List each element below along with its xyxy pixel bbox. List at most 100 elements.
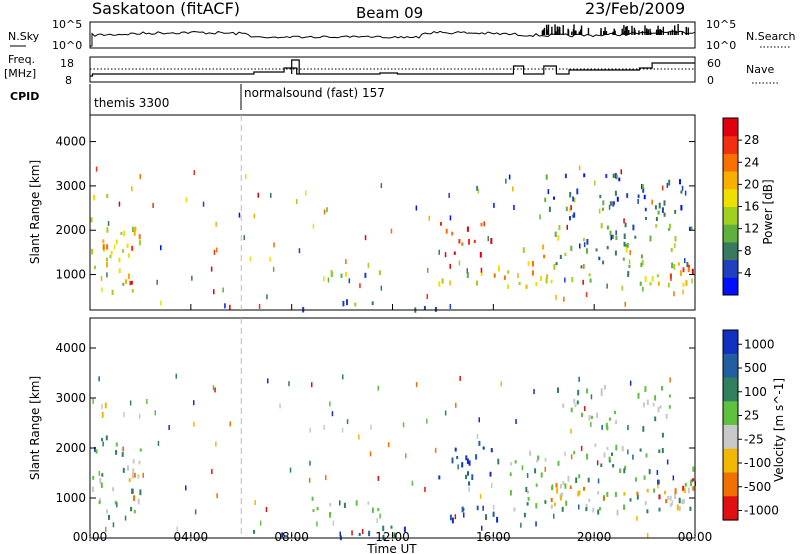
scatter-cell bbox=[105, 509, 108, 514]
colorbar-swatch bbox=[723, 118, 738, 137]
scatter-cell bbox=[657, 483, 659, 489]
scatter-cell bbox=[133, 472, 136, 478]
scatter-cell bbox=[222, 287, 224, 293]
scatter-cell bbox=[160, 245, 162, 251]
scatter-cell bbox=[594, 180, 596, 186]
scatter-cell bbox=[122, 446, 125, 452]
scatter-cell bbox=[583, 264, 585, 269]
colorbar-tick-label: 16 bbox=[744, 200, 759, 214]
scatter-cell bbox=[584, 406, 586, 412]
scatter-cell bbox=[123, 230, 126, 237]
scatter-cell bbox=[663, 200, 666, 206]
scatter-cell bbox=[601, 424, 603, 430]
scatter-cell bbox=[678, 506, 681, 511]
colorbar-tick-label: 12 bbox=[744, 222, 759, 236]
scatter-cell bbox=[634, 477, 637, 482]
scatter-cell bbox=[619, 468, 622, 474]
velocity-background bbox=[90, 318, 695, 538]
scatter-cell bbox=[368, 530, 371, 537]
scatter-cell bbox=[122, 467, 125, 473]
scatter-cell bbox=[644, 207, 647, 212]
scatter-cell bbox=[124, 515, 127, 521]
scatter-cell bbox=[671, 262, 674, 269]
scatter-cell bbox=[185, 485, 187, 491]
scatter-cell bbox=[553, 263, 556, 270]
scatter-cell bbox=[535, 483, 538, 487]
scatter-cell bbox=[637, 194, 640, 198]
scatter-cell bbox=[583, 173, 586, 178]
scatter-cell bbox=[526, 502, 529, 506]
colorbar-tick-label: 28 bbox=[744, 133, 759, 147]
scatter-cell bbox=[305, 190, 307, 196]
colorbar-swatch bbox=[723, 353, 738, 379]
x-tick-label: 08:00 bbox=[274, 530, 309, 544]
scatter-cell bbox=[211, 469, 213, 475]
scatter-cell bbox=[610, 235, 612, 241]
scatter-cell bbox=[573, 212, 576, 218]
scatter-cell bbox=[550, 497, 553, 503]
scatter-cell bbox=[540, 275, 542, 282]
x-tick-label: 04:00 bbox=[174, 530, 209, 544]
scatter-cell bbox=[640, 254, 643, 259]
scatter-cell bbox=[118, 201, 121, 207]
scatter-cell bbox=[466, 458, 469, 465]
scatter-cell bbox=[426, 418, 428, 424]
scatter-cell bbox=[678, 497, 681, 504]
scatter-cell bbox=[566, 224, 568, 230]
nave-label: Nave bbox=[746, 63, 774, 76]
freq-panel: Freq. [MHz] 18 8 60 0 Nave bbox=[4, 53, 778, 87]
scatter-cell bbox=[134, 226, 137, 232]
scatter-cell bbox=[132, 459, 135, 464]
scatter-cell bbox=[106, 262, 108, 268]
scatter-cell bbox=[193, 170, 195, 176]
scatter-cell bbox=[101, 404, 103, 409]
scatter-cell bbox=[623, 468, 626, 474]
scatter-cell bbox=[692, 466, 695, 472]
scatter-cell bbox=[608, 417, 611, 421]
scatter-cell bbox=[540, 472, 543, 478]
nsearch-label: N.Search bbox=[746, 30, 796, 43]
scatter-cell bbox=[605, 173, 608, 179]
scatter-cell bbox=[458, 239, 461, 244]
scatter-cell bbox=[507, 284, 509, 289]
colorbar-swatch bbox=[723, 259, 738, 278]
scatter-cell bbox=[632, 224, 635, 231]
time-axis-label: Time UT bbox=[366, 542, 417, 554]
scatter-cell bbox=[102, 441, 104, 447]
scatter-cell bbox=[680, 190, 683, 194]
scatter-cell bbox=[403, 526, 406, 532]
scatter-cell bbox=[597, 509, 600, 515]
scatter-cell bbox=[588, 414, 591, 421]
noise-frame bbox=[89, 21, 696, 49]
scatter-cell bbox=[569, 191, 572, 198]
scatter-cell bbox=[572, 196, 574, 202]
scatter-cell bbox=[216, 493, 218, 499]
scatter-cell bbox=[581, 412, 583, 418]
scatter-cell bbox=[270, 192, 272, 198]
scatter-cell bbox=[598, 208, 601, 214]
scatter-cell bbox=[426, 294, 428, 299]
scatter-cell bbox=[123, 412, 125, 418]
scatter-cell bbox=[587, 477, 590, 483]
scatter-cell bbox=[91, 249, 93, 255]
scatter-cell bbox=[611, 452, 613, 456]
scatter-cell bbox=[665, 413, 668, 419]
scatter-cell bbox=[557, 235, 560, 241]
scatter-cell bbox=[571, 277, 574, 283]
scatter-cell bbox=[606, 225, 609, 230]
colorbar-tick-label: 8 bbox=[744, 244, 752, 258]
scatter-cell bbox=[674, 209, 677, 214]
scatter-cell bbox=[654, 416, 657, 422]
scatter-cell bbox=[628, 265, 631, 269]
scatter-cell bbox=[128, 478, 131, 483]
scatter-cell bbox=[323, 209, 326, 215]
scatter-cell bbox=[580, 445, 583, 451]
scatter-cell bbox=[424, 486, 426, 492]
scatter-cell bbox=[122, 249, 125, 253]
scatter-cell bbox=[545, 174, 548, 180]
scatter-cell bbox=[415, 382, 418, 388]
scatter-cell bbox=[465, 455, 468, 461]
scatter-cell bbox=[590, 394, 593, 400]
scatter-cell bbox=[438, 475, 441, 480]
scatter-cell bbox=[316, 506, 319, 511]
